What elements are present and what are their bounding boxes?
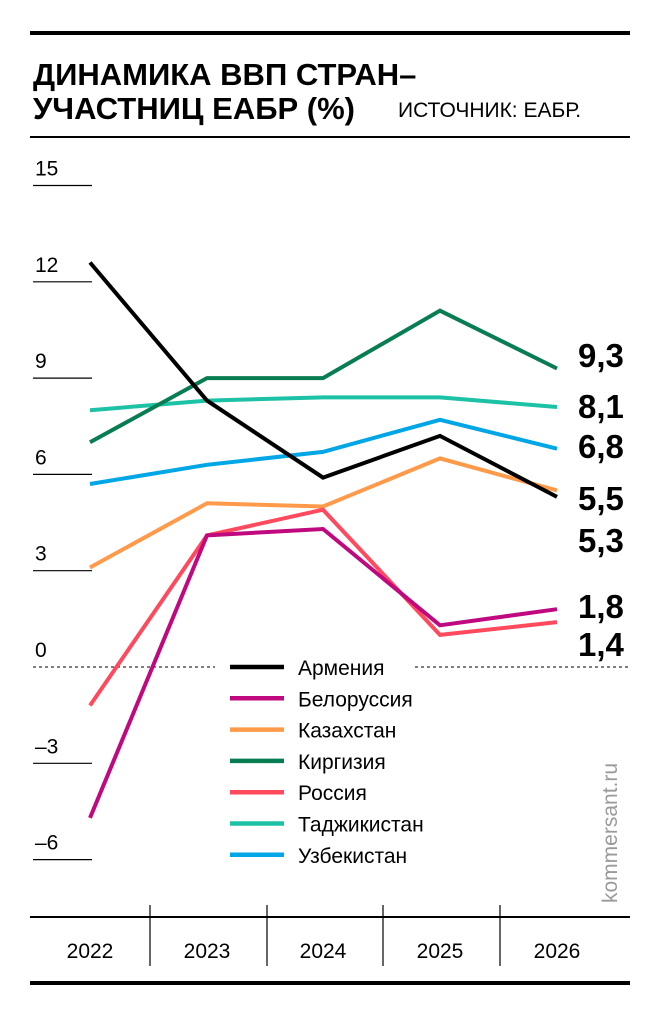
y-tick-label: 9 xyxy=(35,350,47,373)
series-lines xyxy=(88,261,558,819)
legend-label: Белоруссия xyxy=(298,688,413,711)
y-tick-label: 15 xyxy=(35,158,58,181)
legend-label: Киргизия xyxy=(298,751,386,774)
legend-label: Узбекистан xyxy=(298,845,407,868)
legend-label: Россия xyxy=(298,782,367,805)
y-tick-label: –6 xyxy=(35,832,58,855)
legend-label: Таджикистан xyxy=(298,814,424,837)
y-tick-label: 12 xyxy=(35,254,58,277)
chart-source: ИСТОЧНИК: ЕАБР. xyxy=(398,99,581,122)
end-value-label: 1,8 xyxy=(578,588,624,625)
y-tick-label: 6 xyxy=(35,446,47,469)
end-value-label: 8,1 xyxy=(578,388,624,425)
y-tick-label: 3 xyxy=(35,543,47,566)
end-value-label: 5,3 xyxy=(578,522,624,559)
x-tick-label: 2022 xyxy=(67,940,114,963)
y-axis: 15 12 9 6 3 0 –3 –6 xyxy=(33,158,92,861)
end-value-label: 5,5 xyxy=(578,480,624,517)
y-tick-label: –3 xyxy=(35,735,58,758)
x-tick-label: 2023 xyxy=(184,940,231,963)
y-tick-label: 0 xyxy=(35,639,47,662)
legend: Армения Белоруссия Казахстан Киргизия Россия… xyxy=(230,657,424,868)
chart-title-line1: ДИНАМИКА ВВП СТРАН– xyxy=(33,57,416,92)
end-value-label: 1,4 xyxy=(578,626,625,663)
legend-label: Казахстан xyxy=(298,720,396,743)
watermark: kommersant.ru xyxy=(599,763,622,903)
x-axis: 2022 2023 2024 2025 2026 xyxy=(30,905,630,985)
end-labels: 5,3 1,8 5,5 9,3 1,4 8,16,8 xyxy=(578,337,625,663)
x-tick-label: 2026 xyxy=(534,940,581,963)
end-value-label: 6,8 xyxy=(578,428,624,465)
legend-label: Армения xyxy=(298,657,385,680)
end-value-label: 9,3 xyxy=(578,337,624,374)
x-tick-label: 2024 xyxy=(300,940,347,963)
chart-title-line2: УЧАСТНИЦ ЕАБР (%) xyxy=(33,91,355,126)
x-tick-label: 2025 xyxy=(417,940,464,963)
